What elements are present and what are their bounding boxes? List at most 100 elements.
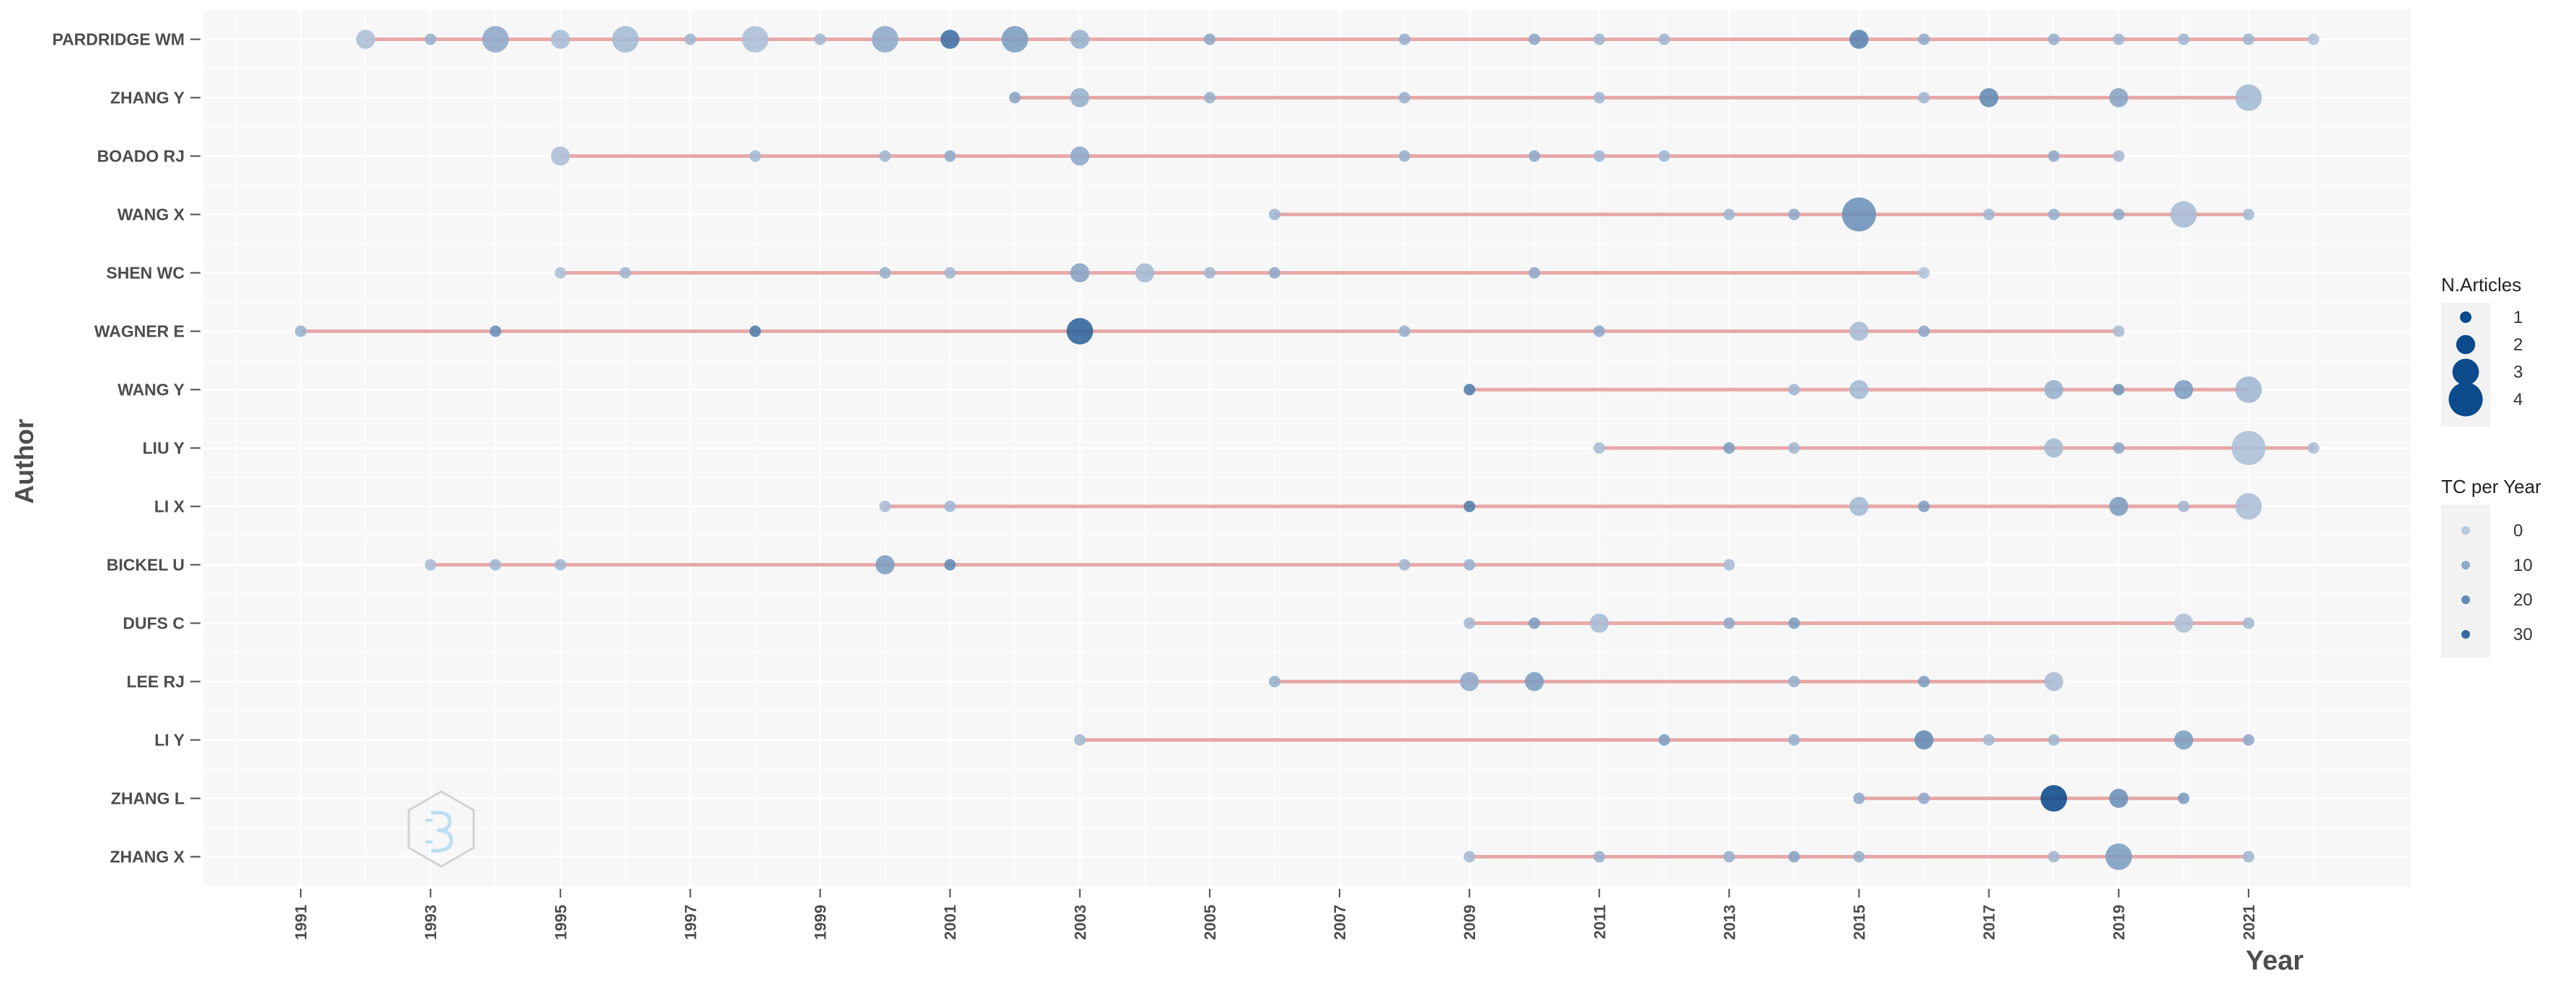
data-point: [2307, 33, 2319, 45]
data-point: [1268, 267, 1280, 279]
data-point: [1983, 208, 1995, 221]
x-tick-label: 2011: [1590, 905, 1608, 939]
data-point: [2174, 613, 2193, 633]
data-point: [1593, 150, 1606, 162]
data-point: [1723, 617, 1735, 629]
data-point: [2242, 617, 2254, 629]
data-point: [2174, 380, 2193, 399]
data-point: [879, 267, 891, 279]
data-point: [2109, 789, 2128, 808]
data-point: [1528, 617, 1541, 629]
legend-size-label: 3: [2513, 363, 2523, 382]
data-point: [2242, 208, 2254, 221]
x-tick-label: 2007: [1331, 905, 1349, 940]
legend-color-label: 30: [2513, 625, 2533, 644]
x-tick-label: 2017: [1980, 905, 1999, 940]
bibliometrix-logo: [407, 790, 475, 868]
data-point: [1788, 734, 1800, 746]
data-point: [1788, 442, 1800, 454]
y-tick-label: WANG Y: [118, 381, 185, 399]
data-point: [1723, 208, 1735, 221]
data-point: [1593, 442, 1606, 454]
x-tick-label: 1995: [552, 905, 570, 940]
y-tick-label: PARDRIDGE WM: [52, 30, 185, 49]
data-point: [1849, 30, 1869, 49]
x-tick-label: 1993: [422, 905, 440, 940]
legend-color-key: [2461, 595, 2470, 604]
data-point: [1399, 92, 1411, 104]
legend-size-label: 1: [2513, 308, 2523, 327]
data-point: [2112, 208, 2125, 221]
data-point: [1979, 88, 1999, 107]
data-point: [944, 500, 956, 513]
data-point: [1918, 33, 1930, 45]
y-tick-label: WANG X: [118, 205, 185, 224]
data-point: [2177, 500, 2190, 513]
data-point: [872, 26, 899, 53]
data-point: [1788, 851, 1800, 863]
data-point: [2048, 734, 2060, 746]
data-point: [2177, 792, 2190, 804]
data-point: [2177, 33, 2190, 45]
data-point: [1593, 851, 1606, 863]
data-point: [1009, 92, 1021, 104]
data-point: [1268, 675, 1280, 688]
data-point: [1593, 33, 1606, 45]
data-point: [1001, 26, 1029, 53]
data-point: [1918, 267, 1930, 279]
data-point: [2170, 201, 2197, 228]
data-point: [1853, 792, 1865, 804]
y-tick-label: WAGNER E: [94, 322, 185, 341]
y-tick-label: BOADO RJ: [97, 147, 185, 166]
data-point: [2109, 497, 2128, 516]
data-point: [742, 26, 769, 53]
legend-size-key: [2460, 311, 2471, 323]
x-tick-label: 2003: [1071, 905, 1089, 940]
legend-size-label: 2: [2513, 335, 2523, 355]
data-point: [1464, 383, 1476, 396]
data-point: [2044, 672, 2063, 691]
data-point: [2109, 88, 2128, 107]
legend-color-key: [2461, 526, 2470, 535]
data-point: [2174, 730, 2193, 750]
data-point: [1464, 851, 1476, 863]
data-point: [1070, 263, 1089, 283]
data-point: [1841, 197, 1877, 232]
y-tick-label: ZHANG Y: [110, 89, 185, 107]
data-point: [1918, 325, 1930, 337]
data-point: [1723, 559, 1735, 571]
data-point: [2048, 208, 2060, 221]
y-axis-title: Author: [9, 419, 39, 504]
data-point: [2242, 734, 2254, 746]
data-points: [295, 26, 2319, 870]
data-point: [1590, 613, 1609, 633]
data-point: [1135, 263, 1155, 283]
data-point: [1849, 380, 1869, 399]
x-tick-label: 2015: [1851, 905, 1869, 940]
data-point: [490, 559, 502, 571]
data-point: [1528, 33, 1541, 45]
y-tick-label: DUFS C: [123, 614, 185, 633]
x-tick-label: 1991: [292, 905, 310, 940]
data-point: [2112, 33, 2125, 45]
x-tick-label: 2001: [942, 905, 960, 940]
data-point: [490, 325, 502, 337]
data-point: [1399, 33, 1411, 45]
data-point: [551, 30, 570, 49]
y-tick-label: LIU Y: [143, 439, 185, 458]
x-tick-label: 2013: [1720, 905, 1738, 940]
data-point: [1464, 617, 1476, 629]
data-point: [1399, 325, 1411, 337]
data-point: [1203, 92, 1216, 104]
data-point: [1918, 675, 1930, 688]
data-point: [554, 559, 567, 571]
data-point: [1658, 33, 1670, 45]
data-point: [2235, 84, 2262, 111]
data-point: [1464, 559, 1476, 571]
data-point: [875, 555, 895, 575]
y-tick-label: LI Y: [154, 731, 185, 750]
data-point: [295, 325, 307, 337]
data-point: [1528, 267, 1541, 279]
